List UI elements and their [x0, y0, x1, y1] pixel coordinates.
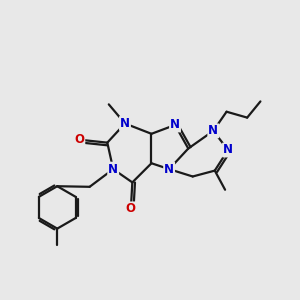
Text: O: O [74, 133, 84, 146]
Text: N: N [120, 117, 130, 130]
Text: N: N [108, 163, 118, 176]
Text: N: N [164, 163, 174, 176]
Text: O: O [126, 202, 136, 215]
Text: N: N [170, 118, 180, 131]
Text: N: N [208, 124, 218, 137]
Text: N: N [223, 143, 233, 157]
